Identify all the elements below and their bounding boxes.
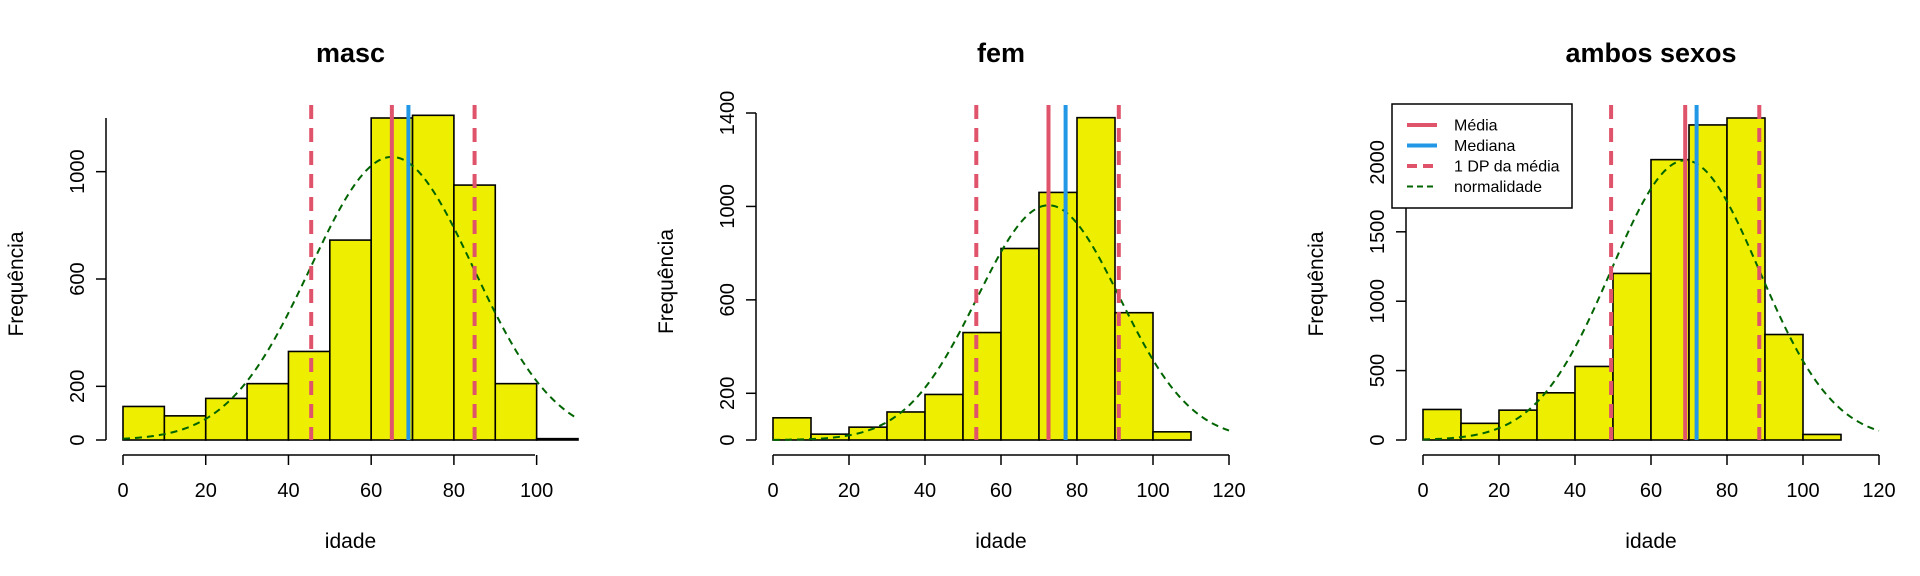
x-tick-label: 80 bbox=[443, 480, 465, 502]
histogram-bar bbox=[1000, 247, 1040, 441]
x-tick-label: 20 bbox=[838, 480, 860, 502]
x-tick-label: 20 bbox=[195, 480, 217, 502]
histogram-bar bbox=[848, 426, 888, 441]
y-tick-label: 2000 bbox=[1367, 140, 1389, 185]
histogram-bar bbox=[886, 411, 926, 441]
histogram-bar bbox=[1114, 311, 1154, 441]
panel-title: fem bbox=[977, 38, 1025, 68]
legend-label-median: Mediana bbox=[1454, 138, 1515, 155]
y-tick-label: 500 bbox=[1367, 354, 1389, 387]
histogram-bar bbox=[1764, 333, 1804, 441]
y-axis-label: Frequência bbox=[655, 229, 678, 334]
histogram-bar bbox=[287, 350, 331, 441]
histogram-bar bbox=[246, 382, 290, 441]
x-tick-label: 40 bbox=[914, 480, 936, 502]
x-tick-label: 40 bbox=[277, 480, 299, 502]
x-axis-label: idade bbox=[1625, 530, 1676, 553]
x-tick-label: 20 bbox=[1488, 480, 1510, 502]
histogram-bar bbox=[1650, 158, 1690, 441]
y-tick-label: 200 bbox=[717, 377, 739, 410]
histogram-bar bbox=[329, 239, 372, 441]
histogram-bar bbox=[772, 417, 812, 441]
y-tick-label: 600 bbox=[717, 283, 739, 316]
normal-curve bbox=[1422, 159, 1880, 441]
legend-label-normal: normalidade bbox=[1454, 179, 1542, 196]
histogram-bar bbox=[1152, 431, 1192, 441]
y-axis-label: Frequência bbox=[5, 231, 28, 336]
x-tick-label: 100 bbox=[1136, 480, 1169, 502]
panel-3: ambos sexos 0 20 40 60 80 100 120 idade 0 500 1000 1… bbox=[1305, 38, 1896, 553]
y-tick-label: 0 bbox=[1367, 434, 1389, 445]
histogram-bar bbox=[962, 331, 1002, 441]
y-axis-label: Frequência bbox=[1305, 231, 1328, 336]
histogram-bar bbox=[122, 405, 166, 441]
histogram-bar bbox=[924, 393, 964, 441]
histogram-bar bbox=[163, 415, 207, 441]
x-tick-label: 60 bbox=[360, 480, 382, 502]
histogram-bar bbox=[535, 437, 579, 441]
panel-1: masc 0 20 40 60 80 100 idade 0 200 600 1000 Frequênc… bbox=[5, 38, 579, 553]
x-tick-label: 0 bbox=[117, 480, 128, 502]
x-tick-label: 80 bbox=[1066, 480, 1088, 502]
y-tick-label: 200 bbox=[67, 370, 89, 403]
histogram-bar bbox=[1802, 433, 1842, 441]
histogram-bar bbox=[810, 433, 850, 441]
legend-label-sd: 1 DP da média bbox=[1454, 159, 1560, 176]
x-tick-label: 40 bbox=[1564, 480, 1586, 502]
x-tick-label: 0 bbox=[1417, 480, 1428, 502]
y-tick-label: 0 bbox=[67, 434, 89, 445]
legend-label-mean: Média bbox=[1454, 118, 1498, 135]
y-tick-label: 1000 bbox=[717, 184, 739, 229]
legend: Média Mediana 1 DP da média normalidade bbox=[1391, 103, 1573, 209]
panel-title: masc bbox=[316, 38, 385, 68]
x-tick-label: 0 bbox=[767, 480, 778, 502]
y-tick-label: 600 bbox=[67, 262, 89, 295]
x-tick-label: 100 bbox=[1786, 480, 1819, 502]
histogram-bar bbox=[1498, 409, 1538, 441]
histogram-bar bbox=[1574, 365, 1614, 441]
y-tick-label: 1000 bbox=[1367, 279, 1389, 324]
panel-2: fem 0 20 40 60 80 100 120 idade 0 200 600 1000 1400 Fr… bbox=[655, 38, 1246, 553]
x-tick-label: 120 bbox=[1862, 480, 1895, 502]
y-tick-label: 1400 bbox=[717, 91, 739, 136]
histogram-bar bbox=[1076, 116, 1116, 441]
y-tick-label: 1000 bbox=[67, 149, 89, 194]
normal-curve bbox=[122, 155, 579, 440]
x-tick-label: 120 bbox=[1212, 480, 1245, 502]
normal-curve bbox=[772, 204, 1230, 441]
histogram-bar bbox=[494, 382, 538, 441]
x-axis-label: idade bbox=[975, 530, 1026, 553]
x-tick-label: 100 bbox=[520, 480, 553, 502]
histogram-bar bbox=[411, 114, 455, 441]
histogram-bar bbox=[1536, 392, 1576, 441]
x-tick-label: 80 bbox=[1716, 480, 1738, 502]
y-tick-label: 0 bbox=[717, 434, 739, 445]
legend-box bbox=[1391, 103, 1573, 209]
x-axis-label: idade bbox=[325, 530, 376, 553]
y-tick-label: 1500 bbox=[1367, 210, 1389, 255]
histogram-bar bbox=[1460, 422, 1500, 441]
histogram-bar bbox=[1422, 408, 1462, 441]
x-tick-label: 60 bbox=[990, 480, 1012, 502]
histogram-bar bbox=[1038, 191, 1078, 441]
histogram-bar bbox=[1612, 272, 1652, 441]
x-tick-label: 60 bbox=[1640, 480, 1662, 502]
panel-title: ambos sexos bbox=[1565, 38, 1736, 68]
histogram-bar bbox=[204, 397, 248, 441]
